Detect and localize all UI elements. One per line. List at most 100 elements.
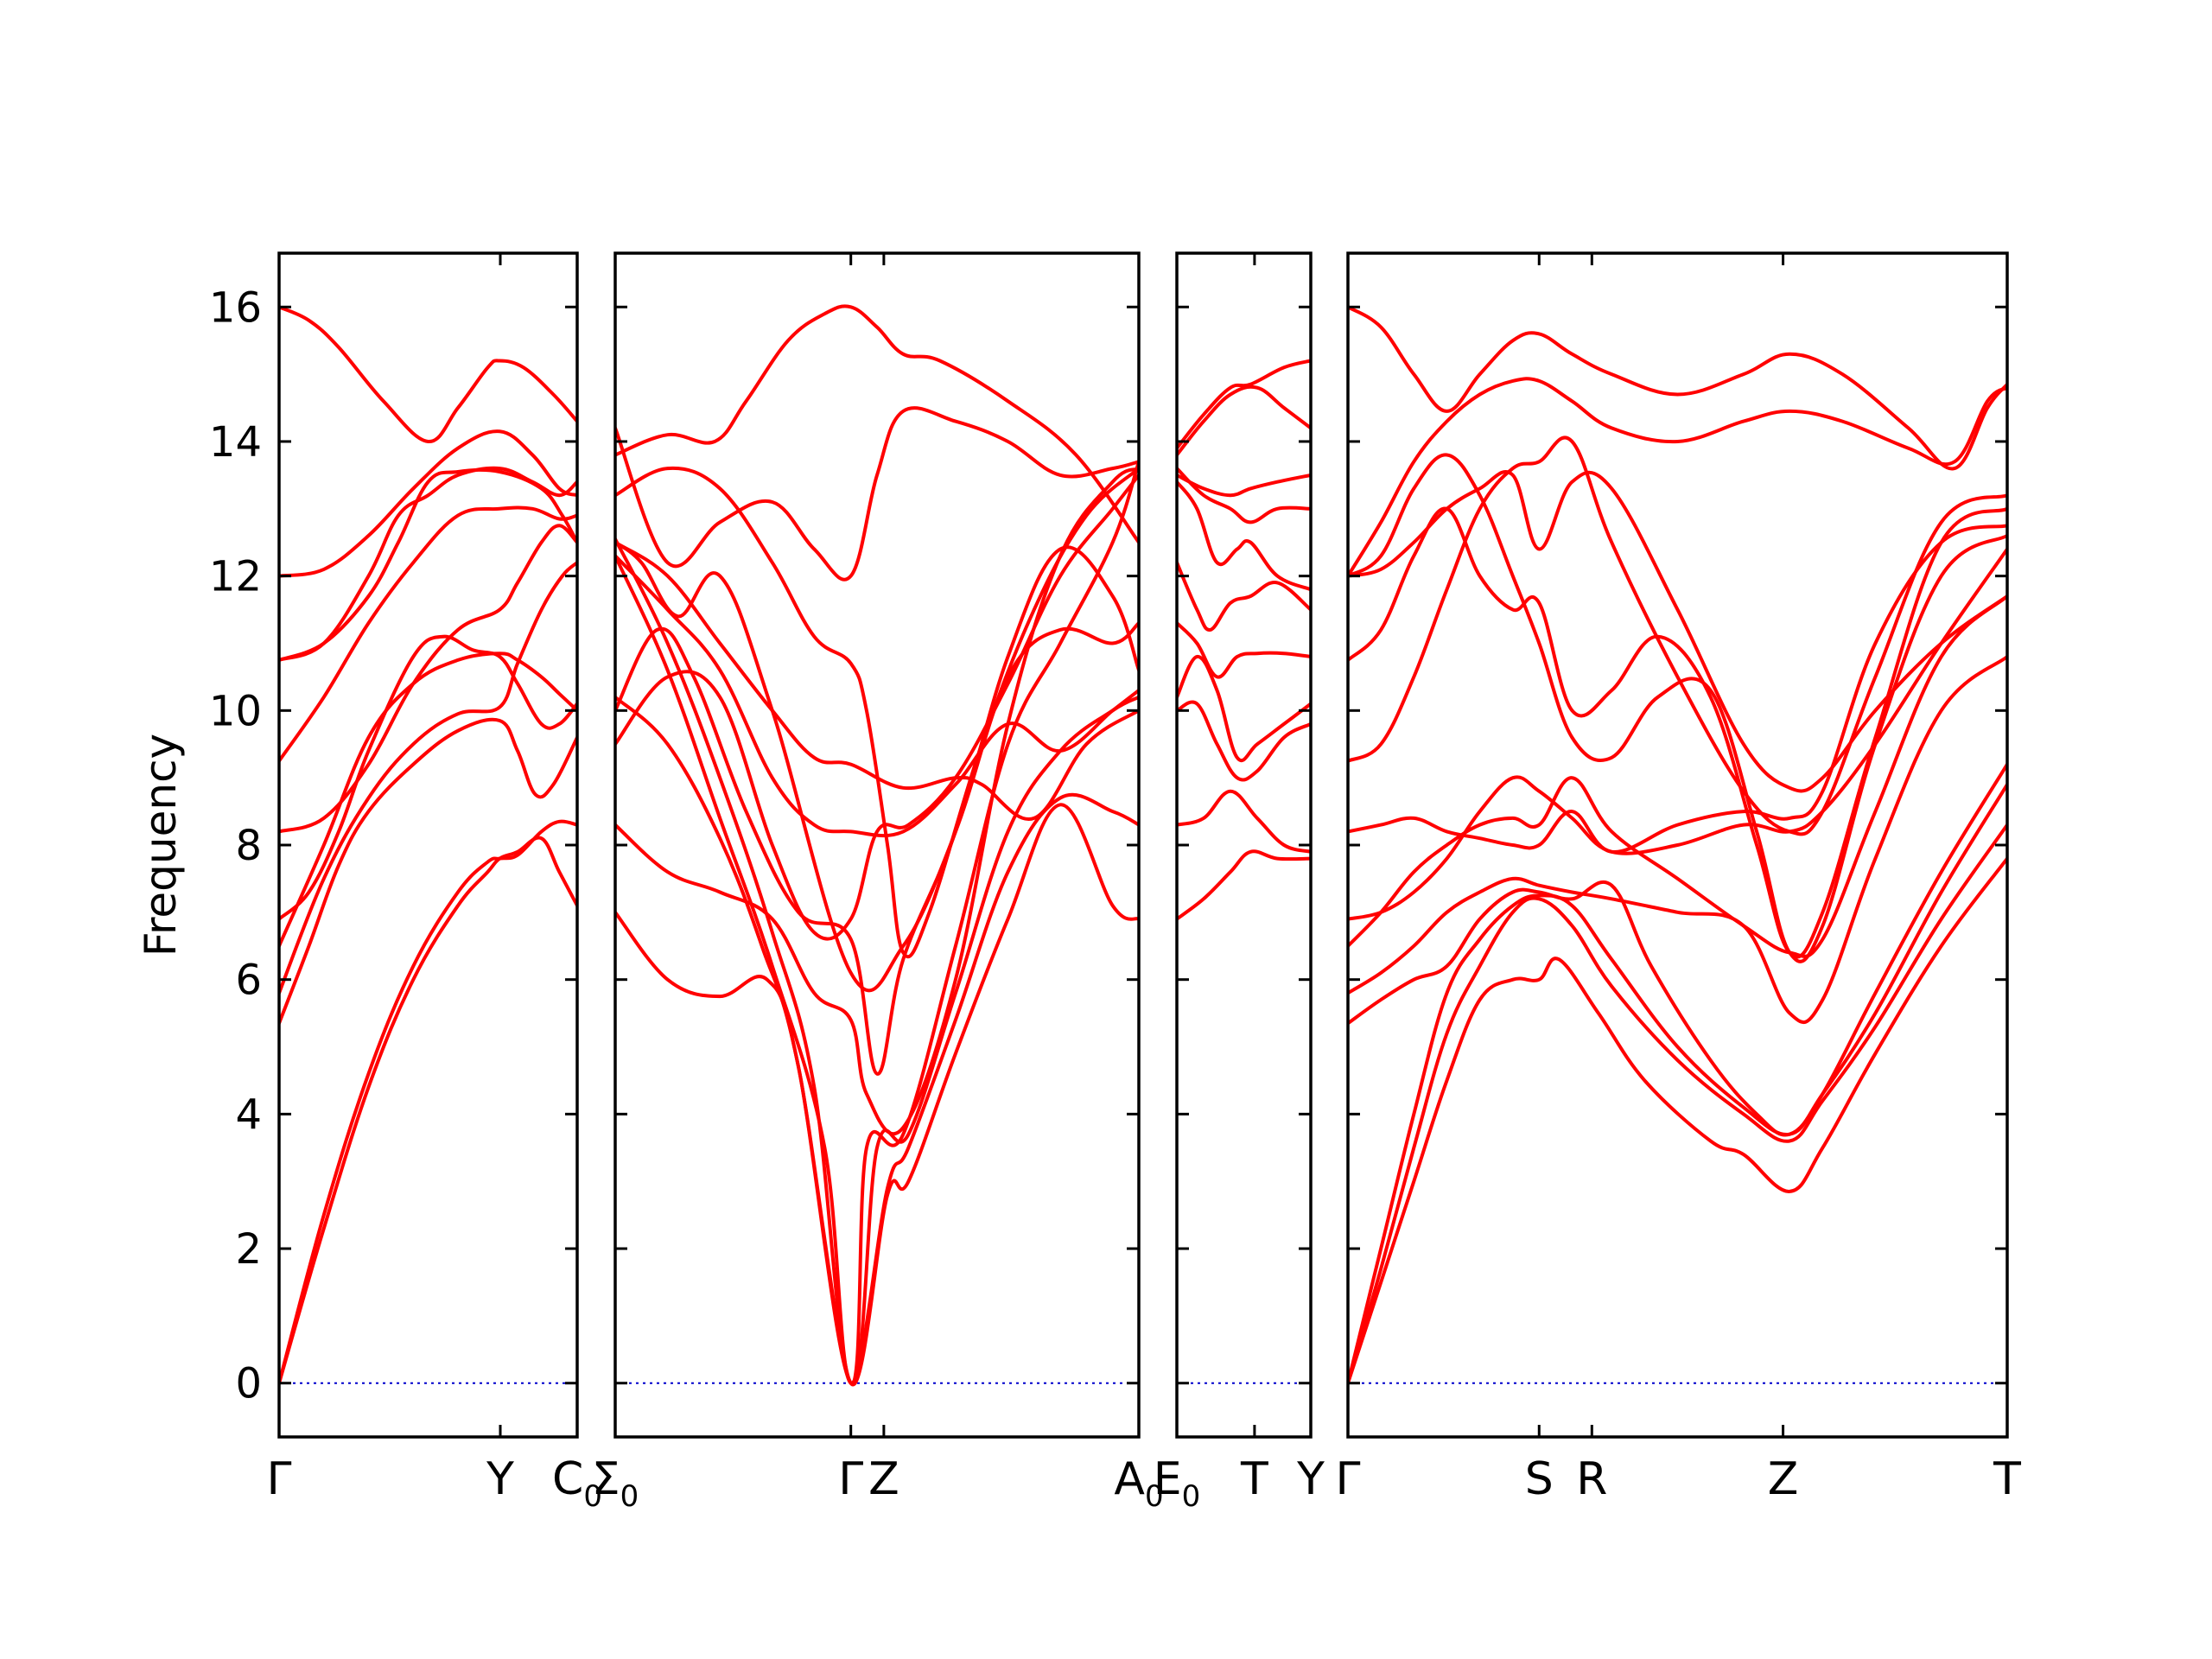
panel-1: Γ Y C0 — [267, 251, 602, 1514]
k-point-subscript: 0 — [1182, 1479, 1201, 1514]
band-group — [1348, 305, 2007, 1385]
k-point-main: Γ — [838, 1453, 863, 1505]
band-line — [615, 304, 1139, 544]
k-point-label: S — [1525, 1453, 1554, 1505]
y-tick-label: 6 — [235, 957, 262, 1005]
band-line — [279, 467, 577, 662]
band-line — [1348, 435, 2007, 836]
band-line — [1177, 473, 1311, 498]
band-group — [615, 304, 1139, 1387]
band-line — [1177, 359, 1311, 450]
band-line — [279, 466, 577, 662]
band-line — [279, 819, 577, 1385]
k-point-label: T — [1993, 1453, 2021, 1505]
band-line — [615, 473, 1139, 941]
band-line — [1348, 655, 2007, 1024]
panel-3: E0 T Y — [1154, 251, 1325, 1514]
band-line — [615, 460, 1139, 1386]
band-line — [1348, 524, 2007, 854]
y-tick-label: 16 — [209, 283, 262, 332]
band-line — [1177, 561, 1311, 632]
band-group — [279, 305, 577, 1385]
k-point-label: Γ — [1336, 1453, 1361, 1505]
band-line — [279, 505, 577, 763]
band-line — [615, 554, 1139, 1385]
band-line — [1177, 849, 1311, 921]
band-line — [1348, 305, 2007, 471]
band-line — [1348, 762, 2007, 1137]
y-tick-label: 0 — [235, 1360, 262, 1408]
k-point-main: S — [1525, 1453, 1554, 1505]
k-point-label: C0 — [552, 1453, 602, 1514]
y-tick-label: 10 — [209, 687, 262, 735]
k-point-main: Γ — [1336, 1453, 1361, 1505]
band-line — [1348, 823, 2007, 1385]
band-line — [1177, 655, 1311, 763]
band-line — [1348, 377, 2007, 578]
y-tick-label: 2 — [235, 1225, 262, 1274]
k-point-label: Z — [868, 1453, 899, 1505]
k-point-label: Γ — [267, 1453, 292, 1505]
band-line — [279, 634, 577, 921]
k-point-main: Z — [1768, 1453, 1799, 1505]
k-point-main: Σ — [592, 1453, 620, 1505]
k-point-label: T — [1240, 1453, 1268, 1505]
band-line — [1348, 470, 2007, 793]
k-point-main: T — [1993, 1453, 2021, 1505]
k-point-subscript: 0 — [1145, 1479, 1164, 1514]
band-line — [615, 406, 1139, 582]
band-line — [1348, 782, 2007, 1385]
band-line — [1348, 594, 2007, 958]
y-tick-label: 14 — [209, 418, 262, 467]
k-point-label: Y — [486, 1453, 514, 1505]
band-line — [1348, 506, 2007, 959]
band-line — [1348, 547, 2007, 921]
k-point-subscript: 0 — [583, 1479, 602, 1514]
k-point-main: Y — [486, 1453, 514, 1505]
k-point-label: E0 — [1154, 1453, 1201, 1514]
band-line — [615, 467, 1139, 1136]
k-point-main: Y — [1296, 1453, 1325, 1505]
band-line — [279, 561, 577, 995]
band-line — [615, 554, 1139, 838]
y-tick-label: 8 — [235, 822, 262, 870]
k-point-main: E — [1154, 1453, 1182, 1505]
k-point-subscript: 0 — [620, 1479, 639, 1514]
band-line — [279, 429, 577, 578]
band-line — [1177, 700, 1311, 782]
band-line — [1348, 856, 2007, 1385]
k-point-label: Y — [1296, 1453, 1325, 1505]
band-group — [1177, 359, 1311, 921]
y-axis-label: Frequency — [136, 734, 186, 957]
y-axis-tick-labels: 0 2 4 6 8 10 12 14 16 — [209, 283, 262, 1408]
band-line — [615, 466, 1139, 959]
k-point-main: A — [1114, 1453, 1145, 1505]
band-line — [615, 695, 1139, 1386]
k-point-main: Z — [868, 1453, 899, 1505]
band-line — [615, 540, 1139, 993]
k-point-main: Γ — [267, 1453, 292, 1505]
band-line — [279, 524, 577, 834]
band-line — [615, 545, 1139, 1076]
k-point-label: Z — [1768, 1453, 1799, 1505]
band-line — [1177, 789, 1311, 854]
k-point-label: R — [1576, 1453, 1607, 1505]
k-point-main: R — [1576, 1453, 1607, 1505]
band-line — [1177, 480, 1311, 592]
k-point-label: Γ — [838, 1453, 863, 1505]
k-point-label: Σ0 — [592, 1453, 639, 1514]
y-tick-label: 12 — [209, 553, 262, 601]
band-line — [1177, 385, 1311, 457]
band-line — [1177, 467, 1311, 524]
band-line — [279, 305, 577, 443]
k-point-label: A0 — [1114, 1453, 1163, 1514]
band-line — [1348, 453, 2007, 963]
y-tick-label: 4 — [235, 1090, 262, 1139]
k-point-main: C — [552, 1453, 583, 1505]
band-line — [1177, 621, 1311, 679]
k-point-main: T — [1240, 1453, 1268, 1505]
band-line — [279, 836, 577, 1385]
